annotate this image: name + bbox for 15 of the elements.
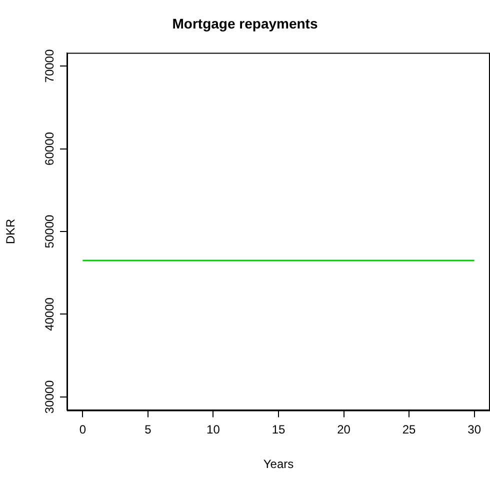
y-tick-label: 30000 xyxy=(42,380,56,414)
x-tick-label: 20 xyxy=(337,422,351,437)
x-tick-label: 30 xyxy=(468,422,482,437)
y-axis-title: DKR xyxy=(4,218,18,244)
x-axis-title: Years xyxy=(263,457,294,472)
x-tick-label: 10 xyxy=(206,422,220,437)
y-tick-label: 50000 xyxy=(42,214,56,248)
x-tick-label: 0 xyxy=(79,422,86,437)
y-tick-label: 40000 xyxy=(42,297,56,331)
y-tick-label: 60000 xyxy=(42,132,56,166)
x-tick-label: 25 xyxy=(402,422,416,437)
x-tick-label: 5 xyxy=(144,422,152,437)
chart-title: Mortgage repayments xyxy=(172,15,318,32)
x-tick-label: 15 xyxy=(272,422,286,437)
y-tick-label: 70000 xyxy=(42,49,56,83)
